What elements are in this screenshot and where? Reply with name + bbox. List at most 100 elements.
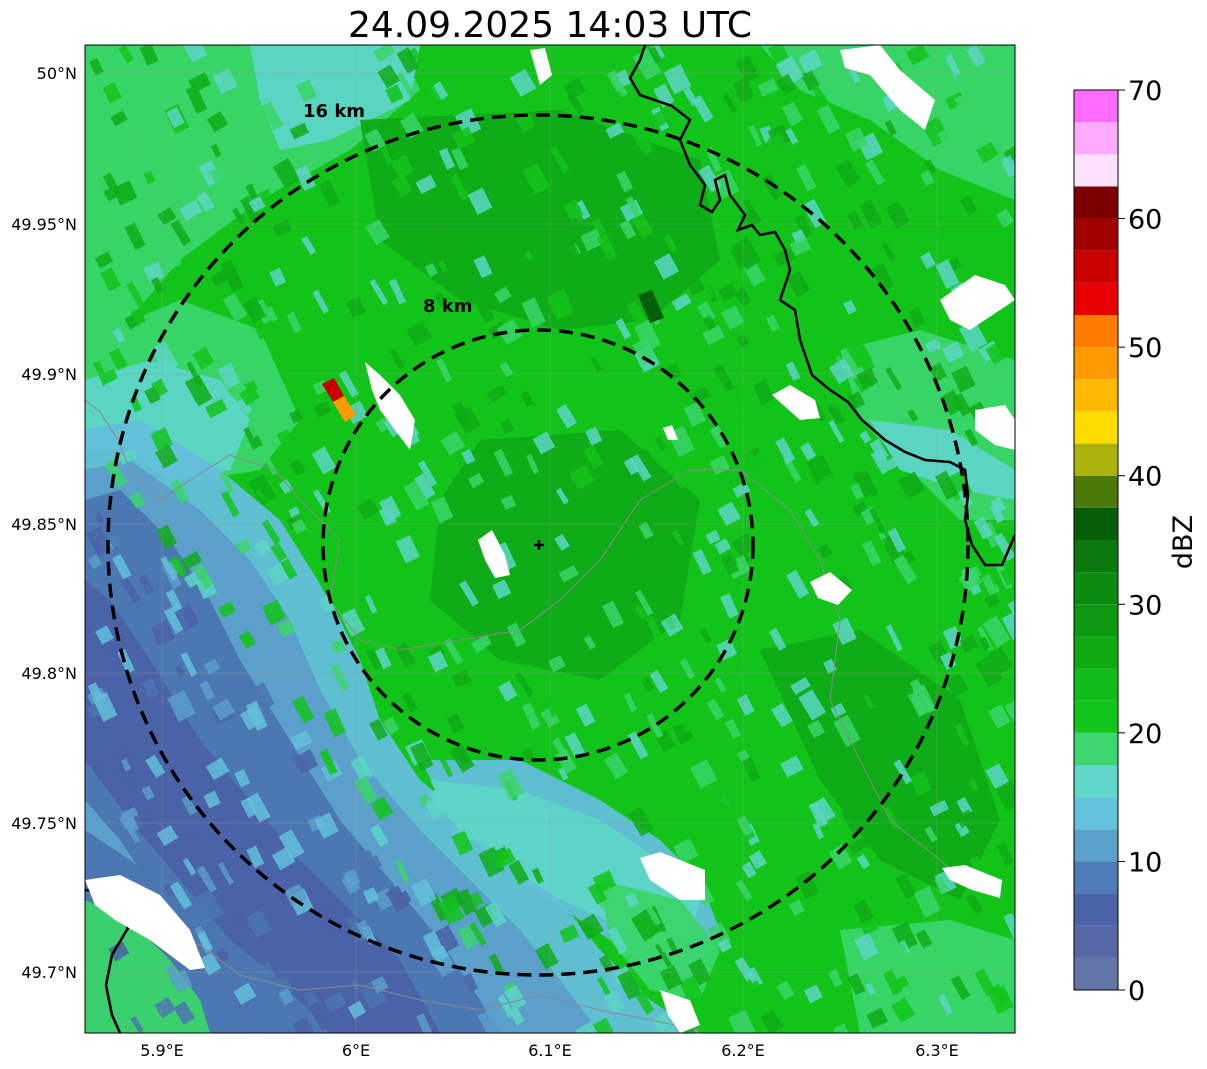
radar-bin — [692, 548, 712, 576]
radar-bin — [922, 213, 944, 242]
colorbar-tick-label: 30 — [1128, 590, 1162, 621]
radar-bin — [745, 546, 764, 564]
colorbar-cell — [1074, 732, 1118, 765]
radar-bin — [293, 749, 319, 774]
radar-bin — [908, 307, 926, 328]
radar-bin — [881, 242, 896, 262]
radar-bin — [970, 384, 990, 403]
radar-bin — [870, 448, 893, 475]
radar-bin — [529, 326, 549, 351]
radar-bin — [626, 300, 649, 329]
radar-bin — [720, 593, 739, 619]
radar-bin — [955, 809, 975, 829]
radar-bin — [856, 854, 871, 870]
radar-bin — [585, 426, 603, 446]
radar-bin — [151, 378, 169, 398]
radar-bin — [812, 822, 825, 840]
radar-bin — [380, 147, 393, 165]
radar-bin — [578, 289, 603, 319]
radar-bin — [734, 449, 763, 481]
colorbar-cell — [1074, 957, 1118, 990]
radar-bin — [438, 147, 455, 170]
radar-bin — [401, 691, 418, 713]
radar-bin — [887, 456, 900, 469]
radar-bin — [959, 195, 978, 216]
colorbar-cell — [1074, 443, 1118, 476]
radar-bin — [869, 281, 883, 297]
radar-bin — [365, 647, 383, 671]
colorbar-cell — [1074, 154, 1118, 187]
radar-bin — [833, 714, 861, 747]
radar-bin — [170, 969, 193, 993]
radar-bin — [314, 812, 339, 839]
radar-bin — [331, 663, 350, 692]
colorbar-cell — [1074, 218, 1118, 251]
radar-bin — [356, 498, 379, 520]
radar-bin — [920, 170, 935, 187]
radar-bin — [884, 182, 900, 202]
radar-bin — [125, 132, 145, 150]
radar-bin — [587, 882, 608, 905]
radar-bin — [165, 589, 185, 616]
radar-bin — [859, 430, 872, 444]
radar-bin — [203, 658, 221, 675]
radar-bin — [988, 704, 1011, 729]
radar-bin — [786, 270, 811, 298]
radar-bin — [735, 55, 760, 83]
radar-bin — [893, 554, 918, 585]
radar-bin — [788, 899, 806, 916]
radar-bin — [914, 391, 934, 420]
radar-bin — [252, 682, 275, 710]
radar-bin — [757, 78, 779, 97]
radar-bin — [583, 634, 597, 650]
radar-bin — [867, 761, 889, 785]
radar-bin — [286, 512, 306, 530]
radar-bin — [803, 984, 823, 1004]
radar-bin — [599, 701, 616, 720]
radar-bin — [323, 708, 347, 738]
radar-bin — [807, 719, 825, 739]
radar-bin — [491, 579, 512, 600]
radar-bin — [216, 948, 230, 963]
radar-bin — [311, 446, 337, 475]
radar-bin — [239, 195, 262, 224]
radar-bin — [250, 248, 264, 266]
radar-bin — [258, 961, 278, 984]
radar-bin — [850, 482, 864, 500]
radar-bin — [828, 844, 853, 870]
radar-bin — [221, 490, 240, 518]
radar-bin — [476, 301, 495, 324]
radar-bin — [886, 111, 906, 139]
radar-bin — [224, 270, 244, 293]
radar-bin — [1003, 912, 1015, 940]
x-axis-ticks: 5.9°E 6°E 6.1°E 6.2°E 6.3°E — [140, 1041, 959, 1060]
radar-bin — [718, 283, 738, 302]
radar-bin — [265, 991, 286, 1014]
radar-bin — [702, 315, 717, 331]
radar-bin — [766, 867, 790, 894]
radar-bin — [713, 363, 735, 393]
radar-bin — [143, 170, 156, 185]
radar-bin — [816, 104, 841, 135]
radar-bin — [218, 601, 236, 618]
radar-bin — [909, 771, 933, 796]
radar-bin — [625, 196, 641, 219]
radar-bin — [732, 77, 755, 104]
radar-bin — [410, 878, 437, 907]
colorbar-tick-label: 40 — [1128, 462, 1162, 493]
radar-bin — [968, 778, 980, 792]
radar-bin — [155, 444, 178, 469]
radar-bin — [775, 437, 796, 464]
radar-bin — [848, 836, 870, 856]
radar-bin — [467, 187, 493, 215]
radar-bin — [95, 625, 115, 645]
radar-bin — [781, 101, 804, 127]
radar-bin — [436, 358, 453, 383]
radar-bin — [834, 647, 853, 674]
radar-bin — [108, 940, 130, 962]
radar-bin — [920, 251, 936, 269]
radar-bin — [467, 472, 485, 489]
radar-bin — [219, 471, 235, 494]
radar-bin — [692, 115, 710, 134]
radar-bin — [309, 526, 333, 548]
